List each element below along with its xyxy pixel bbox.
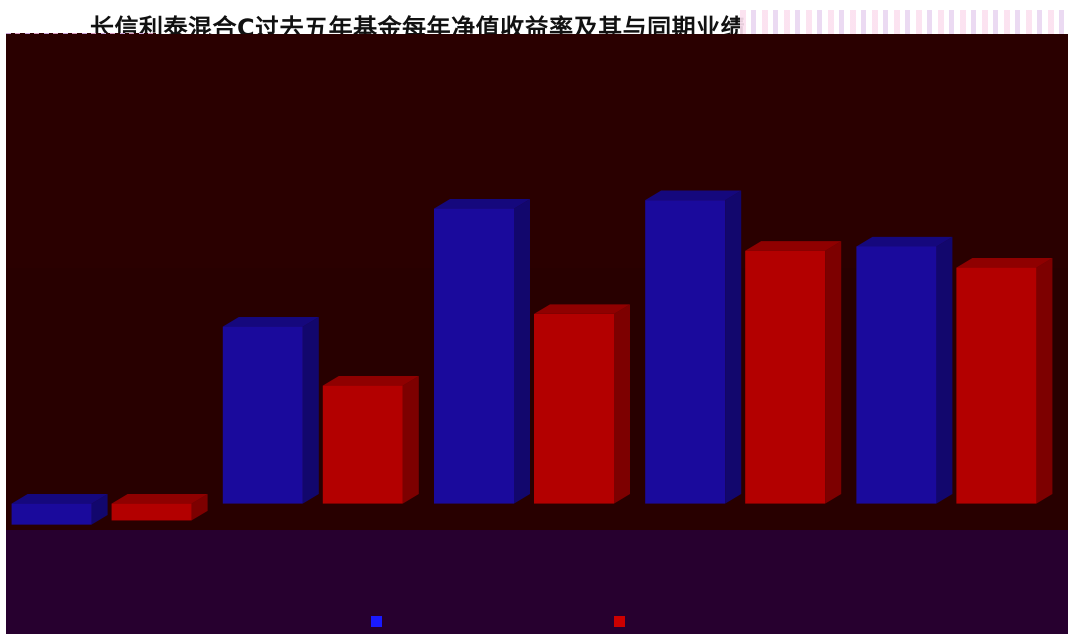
corrupted-header-strip: [740, 10, 1068, 34]
bar-s0-c3: [645, 200, 726, 504]
bar-s1-c0: [111, 503, 192, 521]
bar-s0-c0: [11, 503, 92, 525]
bar-side-s1-c2: [614, 304, 630, 504]
bar-side-s1-c4: [1036, 257, 1053, 504]
bar-top-s1-c1: [322, 375, 419, 386]
bar-top-s0-c1: [222, 316, 319, 327]
bar-top-s0-c0: [11, 493, 108, 504]
bar-top-s1-c2: [534, 304, 630, 314]
legend-marker-0: [371, 616, 382, 627]
plot-background-upper: [6, 34, 1068, 268]
legend-marker-1: [614, 616, 625, 627]
bar-s0-c2: [434, 208, 514, 504]
bar-top-s0-c4: [856, 236, 953, 247]
bar-top-s0-c2: [434, 198, 530, 209]
plot-floor: [6, 530, 1068, 634]
bar-s1-c1: [322, 385, 403, 504]
bar-s1-c4: [956, 267, 1037, 504]
bar-side-s1-c3: [825, 241, 842, 504]
bar-side-s0-c2: [514, 198, 530, 504]
bar-top-s1-c3: [745, 241, 842, 251]
bar-s0-c4: [856, 246, 937, 504]
legend: [371, 616, 625, 627]
bar-s1-c2: [534, 313, 614, 504]
bar-top-s1-c0: [111, 493, 208, 504]
bar-s0-c1: [222, 326, 303, 504]
bar-top-s1-c4: [956, 257, 1053, 268]
bar-side-s1-c1: [402, 375, 419, 504]
bar-side-s0-c1: [302, 316, 319, 504]
bar-side-s1-c0: [191, 493, 208, 521]
bar-side-s0-c3: [725, 190, 742, 504]
bar-s1-c3: [745, 250, 826, 504]
bar-group: [11, 190, 1053, 525]
bar-top-s0-c3: [645, 190, 742, 201]
bar-side-s0-c4: [936, 236, 953, 504]
bar-side-s0-c0: [91, 493, 108, 525]
